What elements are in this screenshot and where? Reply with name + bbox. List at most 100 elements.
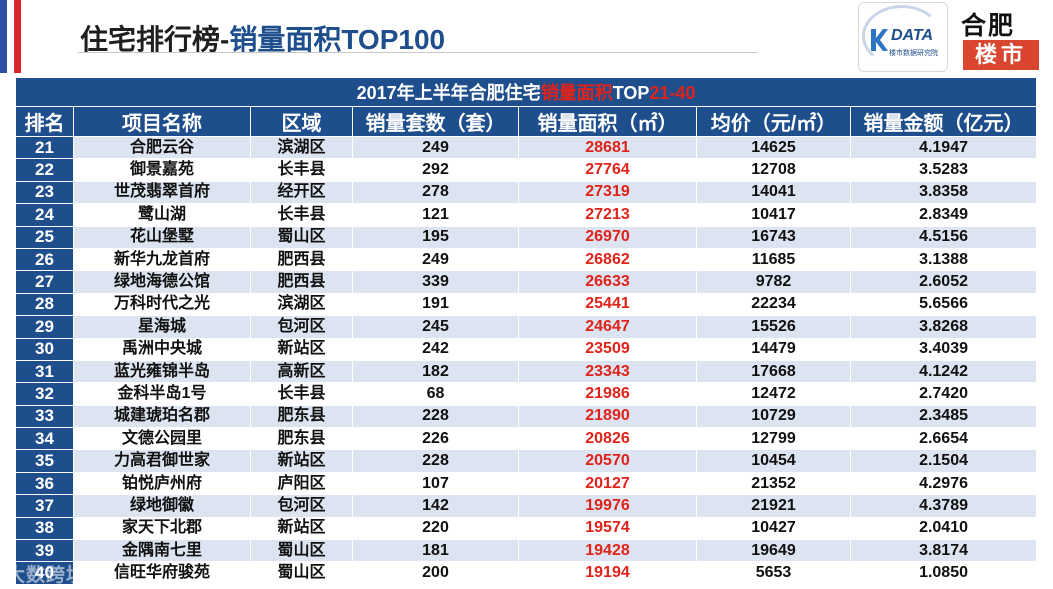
cell-price: 19649 bbox=[696, 539, 851, 563]
cell-rank: 27 bbox=[15, 270, 74, 294]
cell-amount: 3.5283 bbox=[849, 158, 1038, 182]
cell-district: 肥东县 bbox=[250, 427, 353, 451]
cell-project-name: 城建琥珀名郡 bbox=[73, 404, 251, 429]
table-row: 40 信旺华府骏苑 蜀山区 200 19194 5653 1.0850 bbox=[15, 561, 1038, 585]
cell-price: 14479 bbox=[696, 337, 851, 361]
cell-area: 21986 bbox=[518, 382, 697, 406]
cell-area: 19976 bbox=[518, 494, 697, 518]
cell-rank: 23 bbox=[15, 180, 74, 205]
table-header-row: 排名 项目名称 区域 销量套数（套） 销量面积（㎡） 均价（元/㎡） 销量金额（… bbox=[15, 106, 1038, 137]
cell-rank: 30 bbox=[15, 337, 74, 361]
cell-project-name: 金科半岛1号 bbox=[73, 382, 251, 406]
cell-amount: 4.2976 bbox=[849, 471, 1038, 496]
cell-amount: 3.8174 bbox=[849, 539, 1038, 563]
hefei-logo-top: 合肥 bbox=[961, 11, 1016, 40]
cell-district: 肥西县 bbox=[250, 247, 353, 272]
cell-district: 庐阳区 bbox=[250, 471, 353, 496]
cell-district: 新站区 bbox=[250, 516, 353, 541]
cell-amount: 4.5156 bbox=[849, 225, 1038, 249]
ranking-table: 2017年上半年合肥住宅销量面积TOP21-40 排名 项目名称 区域 销量套数… bbox=[14, 77, 1038, 585]
cell-district: 新站区 bbox=[250, 449, 353, 473]
cell-units: 249 bbox=[352, 247, 519, 272]
cell-rank: 29 bbox=[15, 315, 74, 339]
cell-price: 12799 bbox=[696, 427, 851, 451]
watermark: 大数跨境 bbox=[6, 565, 87, 586]
cell-price: 16743 bbox=[696, 225, 851, 249]
cell-area: 23343 bbox=[518, 359, 697, 384]
cell-project-name: 家天下北郡 bbox=[73, 516, 251, 541]
cell-price: 17668 bbox=[696, 359, 851, 384]
cell-units: 245 bbox=[352, 315, 519, 339]
cell-rank: 26 bbox=[15, 247, 74, 272]
page-title-accent: 销量面积TOP100 bbox=[229, 24, 446, 55]
cell-rank: 24 bbox=[15, 203, 74, 227]
cell-area: 19428 bbox=[518, 539, 697, 563]
cell-units: 195 bbox=[352, 225, 519, 249]
cell-amount: 2.0410 bbox=[849, 516, 1038, 541]
table-row: 37 绿地御徽 包河区 142 19976 21921 4.3789 bbox=[15, 494, 1038, 518]
cell-units: 228 bbox=[352, 449, 519, 473]
table-row: 22 御景嘉苑 长丰县 292 27764 12708 3.5283 bbox=[15, 158, 1038, 182]
table-row: 31 蓝光雍锦半岛 高新区 182 23343 17668 4.1242 bbox=[15, 359, 1038, 384]
cell-amount: 2.6052 bbox=[849, 270, 1038, 294]
cell-project-name: 鹭山湖 bbox=[73, 203, 251, 227]
cell-units: 278 bbox=[352, 180, 519, 205]
cell-amount: 2.3485 bbox=[849, 404, 1038, 429]
col-header-project: 项目名称 bbox=[73, 106, 251, 137]
cell-project-name: 新华九龙首府 bbox=[73, 247, 251, 272]
cell-project-name: 绿地海德公馆 bbox=[73, 270, 251, 294]
cell-units: 107 bbox=[352, 471, 519, 496]
logo-ring-icon bbox=[862, 5, 942, 67]
cell-district: 滨湖区 bbox=[250, 292, 353, 317]
cell-units: 226 bbox=[352, 427, 519, 451]
cell-rank: 31 bbox=[15, 359, 74, 384]
cell-rank: 33 bbox=[15, 404, 74, 429]
caption-prefix: 2017年上半年合肥住宅 bbox=[356, 83, 541, 103]
cell-units: 339 bbox=[352, 270, 519, 294]
cell-price: 10729 bbox=[696, 404, 851, 429]
cell-district: 长丰县 bbox=[250, 203, 353, 227]
cell-district: 长丰县 bbox=[250, 158, 353, 182]
cell-units: 182 bbox=[352, 359, 519, 384]
cell-project-name: 信旺华府骏苑 bbox=[73, 561, 251, 585]
cell-units: 242 bbox=[352, 337, 519, 361]
col-header-amount: 销量金额（亿元） bbox=[849, 106, 1038, 137]
cell-district: 包河区 bbox=[250, 494, 353, 518]
caption-highlight: 销量面积 bbox=[540, 83, 613, 103]
cell-area: 27764 bbox=[518, 158, 697, 182]
cell-area: 26970 bbox=[518, 225, 697, 249]
cell-project-name: 万科时代之光 bbox=[73, 292, 251, 317]
data-logo: DATA 楼市数据研究院 bbox=[858, 2, 948, 72]
cell-amount: 3.8268 bbox=[849, 315, 1038, 339]
col-header-units: 销量套数（套） bbox=[352, 106, 519, 137]
cell-rank: 34 bbox=[15, 427, 74, 451]
cell-rank: 22 bbox=[15, 158, 74, 182]
hefei-loushi-logo: 合肥 楼市 bbox=[955, 0, 1047, 74]
cell-district: 长丰县 bbox=[250, 382, 353, 406]
table-row: 23 世茂翡翠首府 经开区 278 27319 14041 3.8358 bbox=[15, 180, 1038, 205]
cell-units: 249 bbox=[352, 135, 519, 160]
cell-amount: 4.1242 bbox=[849, 359, 1038, 384]
cell-amount: 2.6654 bbox=[849, 427, 1038, 451]
cell-price: 14625 bbox=[696, 135, 851, 160]
cell-project-name: 文德公园里 bbox=[73, 427, 251, 451]
cell-rank: 25 bbox=[15, 225, 74, 249]
cell-amount: 4.3789 bbox=[849, 494, 1038, 518]
cell-area: 26862 bbox=[518, 247, 697, 272]
table-row: 30 禹洲中央城 新站区 242 23509 14479 3.4039 bbox=[15, 337, 1038, 361]
cell-project-name: 蓝光雍锦半岛 bbox=[73, 359, 251, 384]
cell-units: 68 bbox=[352, 382, 519, 406]
cell-area: 27213 bbox=[518, 203, 697, 227]
cell-amount: 2.1504 bbox=[849, 449, 1038, 473]
data-logo-text: DATA bbox=[891, 27, 934, 44]
col-header-district: 区域 bbox=[250, 106, 353, 137]
cell-amount: 4.1947 bbox=[849, 135, 1038, 160]
cell-area: 28681 bbox=[518, 135, 697, 160]
cell-amount: 3.1388 bbox=[849, 247, 1038, 272]
cell-price: 10427 bbox=[696, 516, 851, 541]
hefei-logo-bottom: 楼市 bbox=[963, 40, 1039, 70]
cell-price: 5653 bbox=[696, 561, 851, 585]
cell-amount: 2.8349 bbox=[849, 203, 1038, 227]
col-header-area: 销量面积（㎡） bbox=[518, 106, 697, 137]
cell-rank: 36 bbox=[15, 471, 74, 496]
